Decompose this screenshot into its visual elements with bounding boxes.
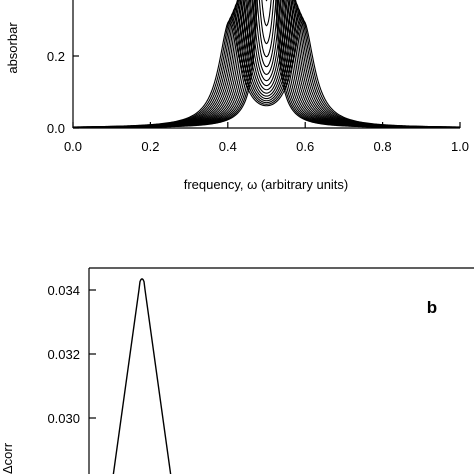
panel-a-spectrum-curve [72, 0, 461, 128]
panel-a-spectrum-curve [72, 0, 461, 128]
panel-a-spectrum-curve [72, 0, 461, 128]
panel-a-spectrum-curve [72, 0, 461, 128]
panel-a-spectrum-curve [72, 16, 461, 128]
panel-b-y-tick-label: 0.032 [47, 347, 80, 362]
panel-a-y-ticks: 0.0 0.2 [47, 49, 79, 136]
panel-b-letter: b [427, 298, 437, 317]
panel-a-spectrum-curve [72, 11, 461, 128]
panel-a-spectrum-curve [72, 0, 461, 128]
panel-b-curve [112, 277, 172, 474]
panel-a-ylabel-fragment: absorbar [5, 22, 20, 74]
panel-a-spectrum-curve [73, 0, 460, 129]
panel-a-y-tick-label: 0.0 [47, 121, 65, 136]
panel-a-spectrum-curve [73, 0, 460, 128]
panel-a-spectrum-curve [73, 0, 460, 129]
panel-a-spectrum-curve [72, 0, 461, 129]
panel-a-spectrum-curve [72, 2, 461, 128]
panel-a: absorbar 0.0 0.2 0.4 0.6 0.8 1.0 0.0 0.2 frequ… [5, 0, 469, 192]
panel-b-y-tick-label: 0.034 [47, 283, 80, 298]
panel-a-x-tick-label: 0.4 [219, 139, 237, 154]
panel-a-spectrum-curve [72, 0, 461, 129]
panel-a-x-tick-label: 0.6 [296, 139, 314, 154]
panel-a-curves [72, 0, 461, 129]
panel-a-spectrum-curve [72, 0, 461, 128]
panel-a-x-tick-label: 1.0 [451, 139, 469, 154]
panel-a-spectrum-curve [72, 0, 461, 129]
panel-a-x-ticks: 0.0 0.2 0.4 0.6 0.8 1.0 [64, 122, 469, 154]
panel-b-y-tick-label: 0.030 [47, 411, 80, 426]
panel-a-spectrum-curve [73, 0, 460, 129]
panel-a-x-tick-label: 0.0 [64, 139, 82, 154]
panel-a-spectrum-curve [73, 0, 460, 129]
panel-a-xlabel: frequency, ω (arbitrary units) [184, 177, 349, 192]
panel-a-spectrum-curve [72, 19, 461, 128]
panel-a-y-tick-label: 0.2 [47, 49, 65, 64]
panel-a-x-tick-label: 0.8 [374, 139, 392, 154]
panel-a-x-tick-label: 0.2 [141, 139, 159, 154]
panel-b-ylabel-fragment: Δcorr [0, 442, 15, 474]
panel-a-spectrum-curve [72, 0, 461, 128]
panel-b-y-ticks: 0.034 0.032 0.030 [47, 283, 96, 426]
panel-b: 0.034 0.032 0.030 b Δcorr [0, 267, 474, 474]
